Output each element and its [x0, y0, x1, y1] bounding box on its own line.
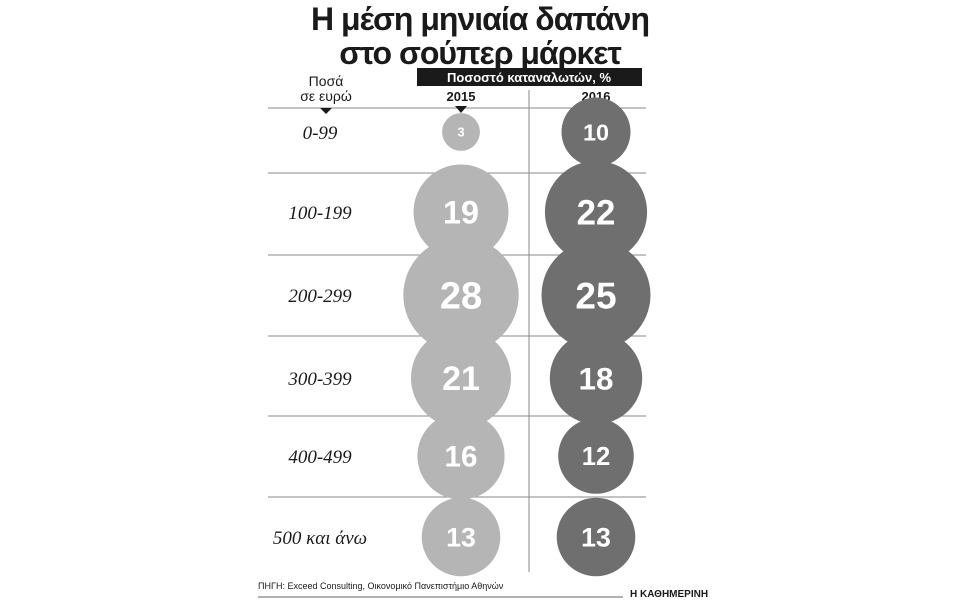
bubbles: 3 19 28 21 16 13 10 22 25 18 12 13 [403, 97, 651, 577]
bubble-value-label: 25 [575, 274, 616, 316]
amount-header-line-2: σε ευρώ [300, 88, 352, 104]
bubble-2015 [413, 164, 509, 260]
source-note: ΠΗΓΗ: Exceed Consulting, Οικονομικό Πανε… [258, 581, 504, 591]
bubble-2016 [549, 331, 643, 425]
bubble-2015 [411, 328, 511, 428]
bubble-value-label: 13 [446, 523, 476, 553]
category-label: 500 και άνω [273, 528, 367, 549]
bubble-value-label: 19 [443, 195, 479, 231]
percent-header-text: Ποσοστό καταναλωτών, % [447, 70, 611, 85]
category-label: 300-399 [287, 369, 352, 390]
bubble-value-label: 21 [442, 360, 480, 398]
bubble-value-label: 22 [577, 194, 616, 233]
chart-title: Η μέση μηνιαία δαπάνη στο σούπερ μάρκετ [0, 2, 960, 70]
percent-header-banner [417, 68, 642, 86]
bubble-value-label: 16 [445, 441, 478, 474]
bubble-2015 [417, 412, 505, 500]
chart-title-line-2: στο σούπερ μάρκετ [339, 35, 622, 71]
bubble-2016 [541, 240, 651, 350]
bubble-value-label: 28 [440, 276, 482, 318]
bubble-2015 [442, 113, 480, 151]
amount-header-arrow [320, 108, 332, 114]
bubble-value-label: 18 [579, 361, 614, 396]
bubble-2016 [561, 97, 631, 167]
footer-rule [258, 596, 623, 598]
bubble-value-label: 3 [457, 125, 464, 140]
bubble-2015 [421, 497, 501, 577]
bubble-2015 [403, 237, 519, 353]
category-label: 0-99 [303, 123, 338, 144]
bubble-2016 [544, 160, 648, 264]
category-label: 400-499 [288, 447, 352, 468]
bubble-value-label: 10 [583, 119, 609, 145]
series-header-2015: 2015 [447, 89, 476, 104]
amount-header-line-1: Ποσά [309, 73, 344, 89]
publisher-brand: Η ΚΑΘΗΜΕΡΙΝΗ [630, 589, 709, 600]
series-header-arrow-2015 [455, 106, 467, 113]
category-label: 100-199 [288, 203, 352, 224]
bubble-2016 [556, 497, 636, 577]
bubble-value-label: 12 [582, 443, 611, 471]
category-label: 200-299 [288, 286, 352, 307]
chart-title-line-1: Η μέση μηνιαία δαπάνη [311, 1, 650, 37]
bubble-value-label: 13 [581, 523, 611, 553]
category-labels: 0-99 100-199 200-299 300-399 400-499 500 και … [273, 123, 367, 549]
bubble-2016 [558, 418, 634, 494]
